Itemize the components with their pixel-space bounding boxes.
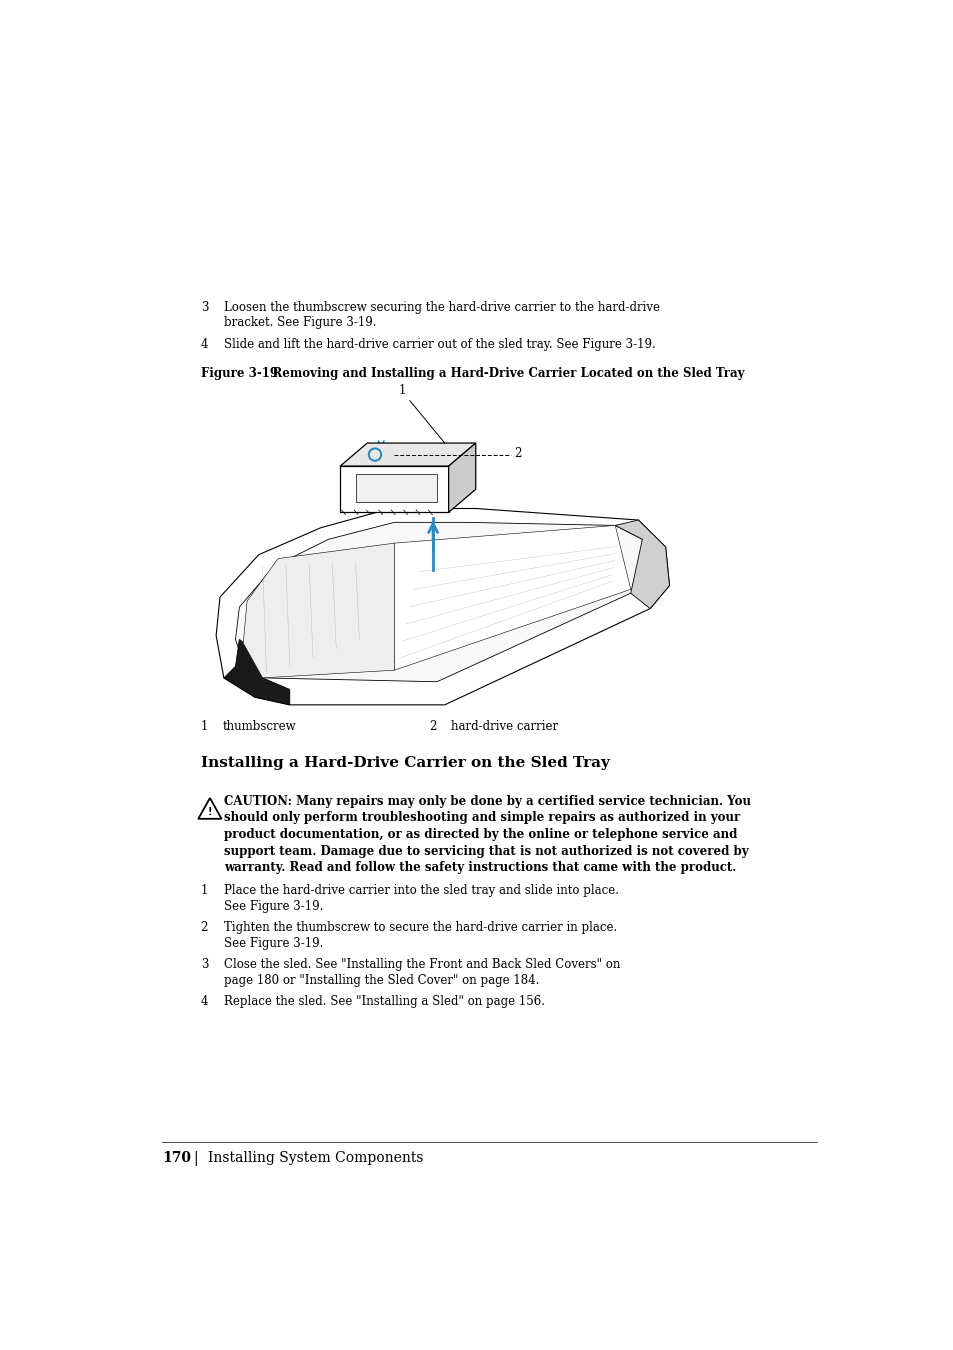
Polygon shape [243,543,394,678]
Text: Figure 3-19.: Figure 3-19. [200,367,281,379]
Text: Place the hard-drive carrier into the sled tray and slide into place.: Place the hard-drive carrier into the sl… [224,884,618,898]
Text: 4: 4 [200,995,208,1008]
Text: support team. Damage due to servicing that is not authorized is not covered by: support team. Damage due to servicing th… [224,845,748,857]
Text: 3: 3 [200,301,208,313]
Text: bracket. See Figure 3-19.: bracket. See Figure 3-19. [224,316,376,329]
Text: 1: 1 [200,721,208,733]
Text: Slide and lift the hard-drive carrier out of the sled tray. See Figure 3-19.: Slide and lift the hard-drive carrier ou… [224,338,655,351]
Text: 3: 3 [200,958,208,971]
Text: 1: 1 [200,884,208,898]
Text: Tighten the thumbscrew to secure the hard-drive carrier in place.: Tighten the thumbscrew to secure the har… [224,921,617,934]
Text: Loosen the thumbscrew securing the hard-drive carrier to the hard-drive: Loosen the thumbscrew securing the hard-… [224,301,659,313]
Polygon shape [394,525,630,670]
Text: 4: 4 [200,338,208,351]
Polygon shape [448,443,476,513]
Text: 1: 1 [398,383,405,397]
Text: Installing System Components: Installing System Components [208,1152,423,1165]
Text: CAUTION: Many repairs may only be done by a certified service technician. You: CAUTION: Many repairs may only be done b… [224,795,750,807]
Text: Installing a Hard-Drive Carrier on the Sled Tray: Installing a Hard-Drive Carrier on the S… [200,756,609,771]
Polygon shape [235,522,645,682]
Text: |: | [193,1152,197,1166]
Text: should only perform troubleshooting and simple repairs as authorized in your: should only perform troubleshooting and … [224,811,740,825]
Text: 2: 2 [429,721,436,733]
Polygon shape [340,443,476,466]
Text: page 180 or "Installing the Sled Cover" on page 184.: page 180 or "Installing the Sled Cover" … [224,973,538,987]
Polygon shape [216,509,669,705]
Text: Removing and Installing a Hard-Drive Carrier Located on the Sled Tray: Removing and Installing a Hard-Drive Car… [256,367,744,379]
Polygon shape [340,466,448,513]
Text: Replace the sled. See "Installing a Sled" on page 156.: Replace the sled. See "Installing a Sled… [224,995,544,1008]
Text: 2: 2 [514,447,521,459]
Text: Close the sled. See "Installing the Front and Back Sled Covers" on: Close the sled. See "Installing the Fron… [224,958,619,971]
Text: !: ! [208,807,212,817]
Text: See Figure 3-19.: See Figure 3-19. [224,937,323,949]
Polygon shape [224,640,290,705]
Text: warranty. Read and follow the safety instructions that came with the product.: warranty. Read and follow the safety ins… [224,861,736,875]
Text: thumbscrew: thumbscrew [222,721,295,733]
Text: See Figure 3-19.: See Figure 3-19. [224,899,323,913]
Polygon shape [615,520,669,609]
Text: 2: 2 [200,921,208,934]
Text: 170: 170 [162,1152,191,1165]
Text: product documentation, or as directed by the online or telephone service and: product documentation, or as directed by… [224,828,737,841]
Text: hard-drive carrier: hard-drive carrier [451,721,558,733]
Polygon shape [355,474,436,502]
